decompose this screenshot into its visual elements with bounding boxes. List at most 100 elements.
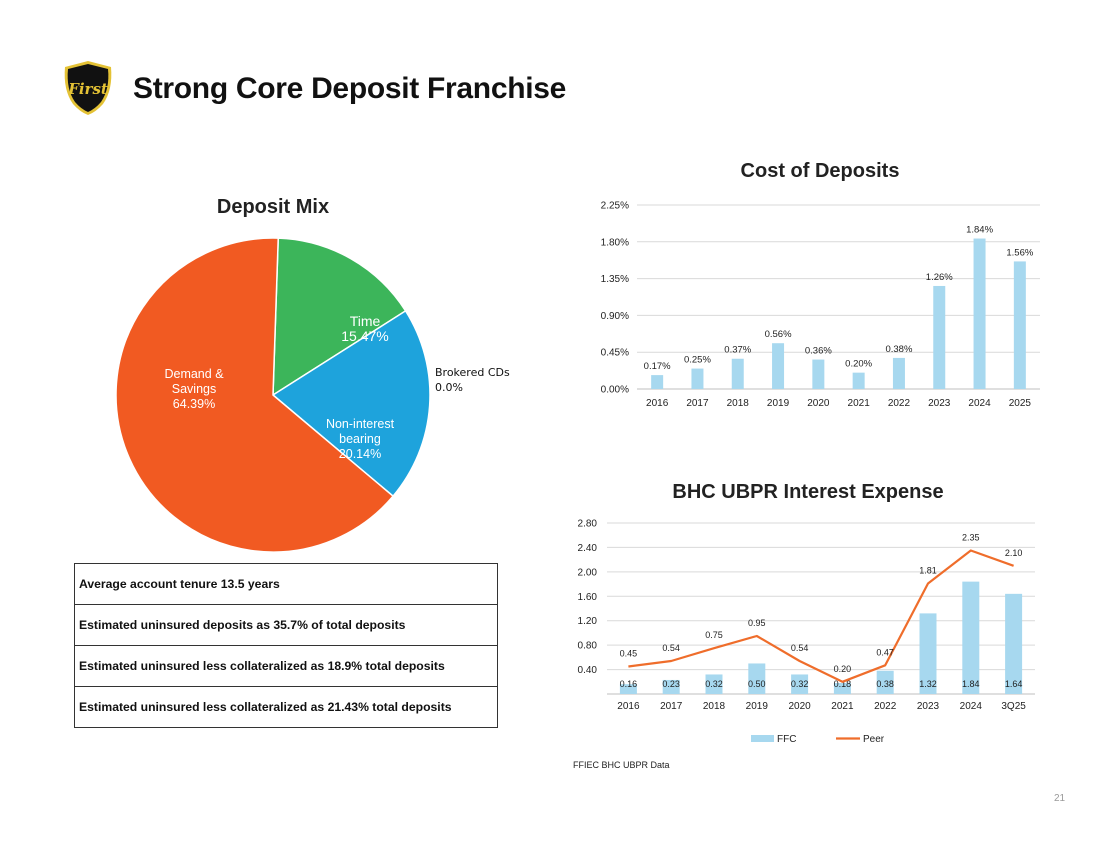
x-tick-label: 2018 <box>727 398 750 409</box>
ffc-bar <box>876 670 894 694</box>
y-tick-label: 2.80 <box>578 519 598 530</box>
x-tick-label: 2020 <box>807 398 830 409</box>
bar <box>651 375 664 389</box>
y-tick-label: 1.60 <box>578 592 598 603</box>
y-tick-label: 0.80 <box>578 641 598 652</box>
y-tick-label: 0.00% <box>601 385 629 396</box>
y-tick-label: 1.35% <box>601 274 629 285</box>
x-tick-label: 2022 <box>888 398 911 409</box>
x-tick-label: 2020 <box>788 701 811 712</box>
y-tick-label: 2.25% <box>601 201 629 212</box>
bar <box>892 357 905 389</box>
peer-data-label: 1.81 <box>919 565 937 575</box>
shield-logo-icon: First <box>64 61 112 115</box>
bar <box>933 285 946 389</box>
peer-data-label: 0.54 <box>791 643 809 653</box>
ffc-bar <box>962 581 980 694</box>
ffc-bar <box>748 663 766 694</box>
ffc-bar <box>833 683 851 694</box>
x-tick-label: 2024 <box>968 398 991 409</box>
peer-data-label: 2.10 <box>1005 548 1023 558</box>
bar <box>731 358 744 389</box>
data-label: 1.26% <box>926 272 953 283</box>
fact-text: Estimated uninsured deposits as 35.7% of… <box>74 604 498 646</box>
table-row: Average account tenure 13.5 years <box>74 563 498 605</box>
x-tick-label: 2025 <box>1009 398 1032 409</box>
fact-text: Average account tenure 13.5 years <box>74 563 498 605</box>
ffc-data-label: 1.64 <box>1005 679 1023 689</box>
x-tick-label: 2024 <box>960 701 983 712</box>
logo-wordmark: First <box>67 80 108 98</box>
legend-peer-label: Peer <box>863 734 885 745</box>
peer-line <box>628 549 1014 683</box>
pie-slice-value: 64.39% <box>173 397 215 411</box>
data-label: 0.37% <box>724 345 751 356</box>
ffc-data-label: 0.50 <box>748 679 766 689</box>
deposit-facts-table: Average account tenure 13.5 years Estima… <box>74 563 498 728</box>
page-title: Strong Core Deposit Franchise <box>133 72 567 105</box>
data-label: 0.25% <box>684 355 711 366</box>
ffc-data-label: 0.38 <box>876 679 894 689</box>
ffc-bar <box>1005 593 1023 694</box>
data-label: 0.36% <box>805 346 832 357</box>
pie-slice-value: 20.14% <box>339 447 381 461</box>
table-row: Estimated uninsured less collateralized … <box>74 686 498 728</box>
ffc-bar <box>791 674 809 694</box>
x-tick-label: 2019 <box>746 701 769 712</box>
y-tick-label: 0.90% <box>601 311 629 322</box>
pie-slice-time <box>272 237 407 397</box>
table-row: Estimated uninsured less collateralized … <box>74 645 498 687</box>
x-tick-label: 2016 <box>617 701 640 712</box>
y-tick-label: 1.20 <box>578 616 598 627</box>
x-tick-label: 3Q25 <box>1001 701 1026 712</box>
pie-slice-name: Demand & <box>164 367 224 381</box>
data-label: 1.56% <box>1006 247 1033 258</box>
x-tick-label: 2021 <box>831 701 854 712</box>
ffc-data-label: 0.16 <box>620 679 638 689</box>
pie-slice-demand-savings <box>115 237 395 553</box>
bar <box>812 359 825 389</box>
pie-slice-value: 15.47% <box>341 328 388 344</box>
y-tick-label: 1.80% <box>601 237 629 248</box>
y-tick-label: 2.40 <box>578 543 598 554</box>
pie-slice-name: Non-interest <box>326 417 395 431</box>
x-tick-label: 2016 <box>646 398 669 409</box>
pie-slice-name: Savings <box>172 382 216 396</box>
x-tick-label: 2023 <box>928 398 951 409</box>
bhc-interest-expense-title: BHC UBPR Interest Expense <box>672 481 944 503</box>
peer-data-label: 0.54 <box>662 643 680 653</box>
data-label: 0.20% <box>845 359 872 370</box>
ffc-bar <box>919 613 937 694</box>
cost-of-deposits-title: Cost of Deposits <box>740 160 900 182</box>
x-tick-label: 2017 <box>660 701 683 712</box>
bar <box>691 368 704 389</box>
ffc-data-label: 0.18 <box>834 679 852 689</box>
bar <box>772 343 785 389</box>
peer-data-label: 0.45 <box>620 649 638 659</box>
deposit-mix-title: Deposit Mix <box>216 196 330 218</box>
x-tick-label: 2022 <box>874 701 897 712</box>
ffc-data-label: 0.32 <box>791 679 809 689</box>
legend-ffc-swatch <box>751 735 774 742</box>
x-tick-label: 2019 <box>767 398 790 409</box>
ffc-data-label: 1.32 <box>919 679 937 689</box>
pie-slice-name: Brokered CDs <box>435 366 510 379</box>
page-number: 21 <box>1054 793 1066 804</box>
ffc-bar <box>619 684 637 694</box>
ffc-bar <box>705 674 723 694</box>
fact-text: Estimated uninsured less collateralized … <box>74 686 498 728</box>
peer-data-label: 0.95 <box>748 618 766 628</box>
ffc-data-label: 1.84 <box>962 679 980 689</box>
bar <box>973 238 986 389</box>
data-label: 0.17% <box>644 361 671 372</box>
peer-data-label: 0.20 <box>834 664 852 674</box>
bar <box>1013 261 1026 389</box>
pie-slice-non-interest-bearing <box>271 309 431 498</box>
peer-data-label: 0.75 <box>705 630 723 640</box>
y-tick-label: 0.40 <box>578 665 598 676</box>
ffc-bar <box>662 679 680 694</box>
pie-slice-name: bearing <box>339 432 381 446</box>
y-tick-label: 2.00 <box>578 567 598 578</box>
